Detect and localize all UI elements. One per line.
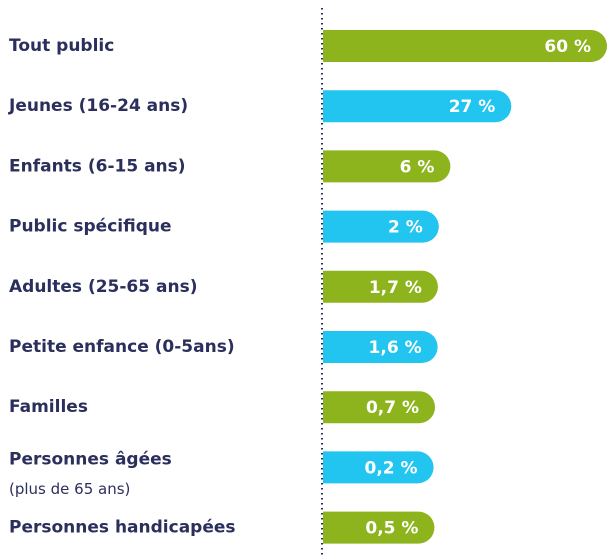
bar	[323, 451, 434, 484]
bar	[323, 331, 438, 363]
bar	[323, 391, 436, 424]
value-label: 2 %	[388, 218, 423, 238]
category-label: Tout public	[9, 36, 114, 56]
category-label: Public spécifique	[9, 217, 172, 237]
value-label: 0,7 %	[366, 398, 419, 418]
category-label: Personnes âgées	[9, 449, 172, 469]
value-label: 0,5 %	[365, 519, 418, 539]
category-label: Personnes handicapées	[9, 518, 236, 538]
value-label: 1,6 %	[369, 338, 422, 358]
category-label: Familles	[9, 397, 88, 417]
category-label: Adultes (25-65 ans)	[9, 277, 197, 297]
bar	[323, 270, 438, 303]
value-label: 27 %	[449, 97, 496, 117]
value-label: 0,2 %	[365, 458, 418, 478]
category-note: (plus de 65 ans)	[9, 480, 130, 498]
category-label: Enfants (6-15 ans)	[9, 156, 186, 176]
value-label: 6 %	[400, 157, 435, 177]
bar	[323, 511, 435, 544]
category-label: Jeunes (16-24 ans)	[8, 96, 188, 116]
bar	[323, 30, 607, 62]
bar	[323, 150, 451, 183]
value-label: 60 %	[544, 37, 591, 57]
value-label: 1,7 %	[369, 278, 422, 298]
category-label: Petite enfance (0-5ans)	[9, 337, 235, 357]
bar	[323, 90, 512, 123]
bar	[323, 210, 439, 243]
